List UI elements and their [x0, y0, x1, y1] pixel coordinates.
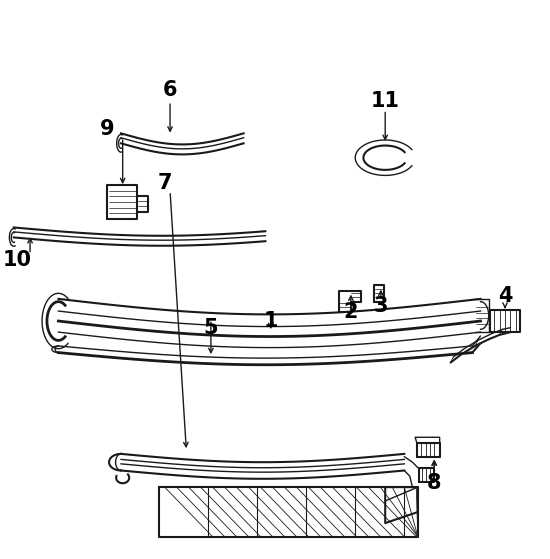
Text: 8: 8 [427, 473, 442, 493]
Text: 7: 7 [157, 173, 172, 193]
Text: 11: 11 [371, 91, 400, 111]
Text: 10: 10 [3, 250, 32, 270]
Text: 2: 2 [344, 302, 358, 321]
Text: 6: 6 [163, 80, 177, 100]
Text: 3: 3 [373, 296, 388, 316]
Text: 5: 5 [204, 318, 218, 338]
Text: 4: 4 [498, 286, 512, 306]
Text: 1: 1 [263, 311, 278, 331]
Text: 9: 9 [100, 119, 115, 139]
